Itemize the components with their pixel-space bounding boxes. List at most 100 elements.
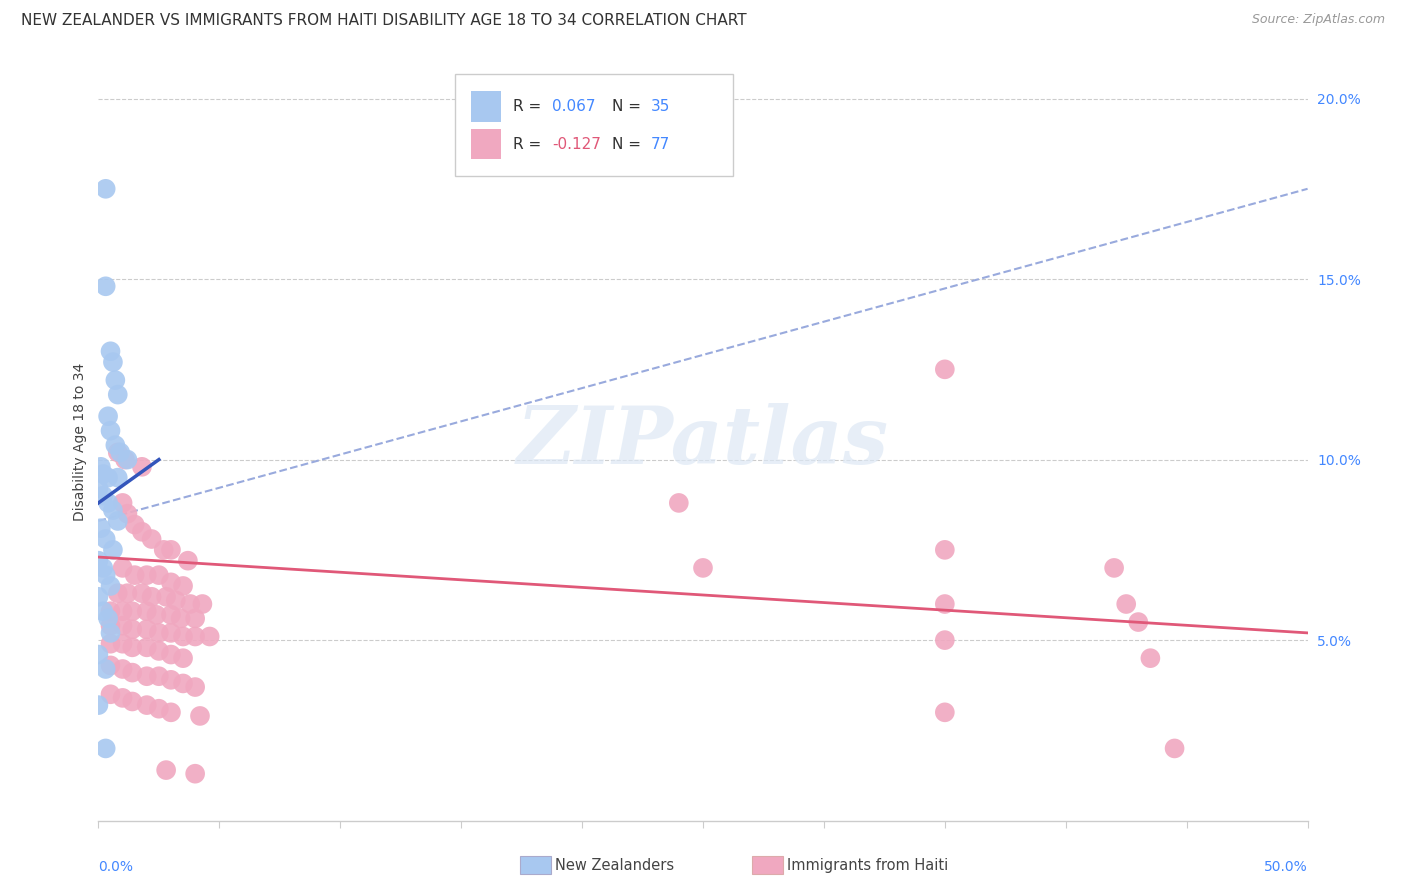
Point	[160, 542, 183, 557]
Point	[104, 373, 127, 387]
Point	[191, 597, 214, 611]
Point	[148, 702, 170, 716]
Point	[135, 622, 157, 636]
Text: N =: N =	[613, 99, 641, 114]
Point	[179, 597, 201, 611]
Point	[121, 640, 143, 655]
Point	[91, 604, 114, 618]
Point	[934, 633, 956, 648]
Point	[94, 568, 117, 582]
Point	[131, 459, 153, 474]
Text: Source: ZipAtlas.com: Source: ZipAtlas.com	[1251, 13, 1385, 27]
FancyBboxPatch shape	[471, 129, 501, 160]
Point	[934, 362, 956, 376]
Point	[668, 496, 690, 510]
Point	[100, 579, 122, 593]
Point	[111, 662, 134, 676]
Point	[111, 496, 134, 510]
FancyBboxPatch shape	[471, 91, 501, 121]
Point	[121, 665, 143, 680]
Point	[91, 467, 114, 481]
Point	[141, 532, 163, 546]
Point	[107, 445, 129, 459]
Point	[90, 459, 112, 474]
Text: 0.067: 0.067	[551, 99, 595, 114]
Point	[184, 766, 207, 780]
Point	[169, 611, 191, 625]
Text: Immigrants from Haiti: Immigrants from Haiti	[787, 858, 949, 872]
Text: -0.127: -0.127	[551, 136, 600, 152]
Point	[135, 568, 157, 582]
Point	[131, 586, 153, 600]
Point	[100, 424, 122, 438]
Point	[87, 648, 110, 662]
Point	[121, 622, 143, 636]
Point	[692, 561, 714, 575]
Point	[94, 741, 117, 756]
Point	[135, 698, 157, 712]
Point	[145, 607, 167, 622]
Point	[1102, 561, 1125, 575]
Point	[101, 503, 124, 517]
Y-axis label: Disability Age 18 to 34: Disability Age 18 to 34	[73, 362, 87, 521]
Text: 0.0%: 0.0%	[98, 860, 134, 873]
Point	[100, 658, 122, 673]
Point	[1128, 615, 1150, 629]
Point	[111, 561, 134, 575]
Point	[101, 355, 124, 369]
Point	[1163, 741, 1185, 756]
Point	[148, 568, 170, 582]
Point	[934, 706, 956, 720]
Point	[172, 630, 194, 644]
Point	[160, 607, 183, 622]
Point	[117, 586, 139, 600]
Text: N =: N =	[613, 136, 641, 152]
Point	[100, 604, 122, 618]
Point	[87, 482, 110, 496]
Point	[117, 507, 139, 521]
Point	[135, 669, 157, 683]
Point	[87, 698, 110, 712]
Point	[148, 626, 170, 640]
Point	[177, 554, 200, 568]
Point	[94, 662, 117, 676]
Point	[1115, 597, 1137, 611]
Point	[94, 279, 117, 293]
Point	[104, 438, 127, 452]
Point	[184, 680, 207, 694]
Point	[135, 640, 157, 655]
Point	[1139, 651, 1161, 665]
Point	[152, 542, 174, 557]
Point	[90, 521, 112, 535]
Point	[184, 611, 207, 625]
Point	[100, 637, 122, 651]
Point	[111, 618, 134, 632]
Point	[148, 669, 170, 683]
Point	[121, 604, 143, 618]
Text: 35: 35	[651, 99, 671, 114]
Point	[91, 489, 114, 503]
Point	[100, 344, 122, 359]
Point	[160, 706, 183, 720]
Point	[114, 452, 136, 467]
Point	[111, 604, 134, 618]
Point	[100, 618, 122, 632]
Text: 50.0%: 50.0%	[1264, 860, 1308, 873]
Point	[172, 579, 194, 593]
Point	[94, 532, 117, 546]
Text: NEW ZEALANDER VS IMMIGRANTS FROM HAITI DISABILITY AGE 18 TO 34 CORRELATION CHART: NEW ZEALANDER VS IMMIGRANTS FROM HAITI D…	[21, 13, 747, 29]
Point	[155, 590, 177, 604]
Point	[141, 590, 163, 604]
Point	[131, 524, 153, 539]
Point	[160, 626, 183, 640]
Point	[87, 590, 110, 604]
Point	[97, 496, 120, 510]
Point	[100, 626, 122, 640]
Point	[87, 554, 110, 568]
Point	[101, 542, 124, 557]
Point	[108, 445, 131, 459]
Point	[107, 470, 129, 484]
Point	[172, 676, 194, 690]
Point	[124, 517, 146, 532]
Point	[135, 604, 157, 618]
